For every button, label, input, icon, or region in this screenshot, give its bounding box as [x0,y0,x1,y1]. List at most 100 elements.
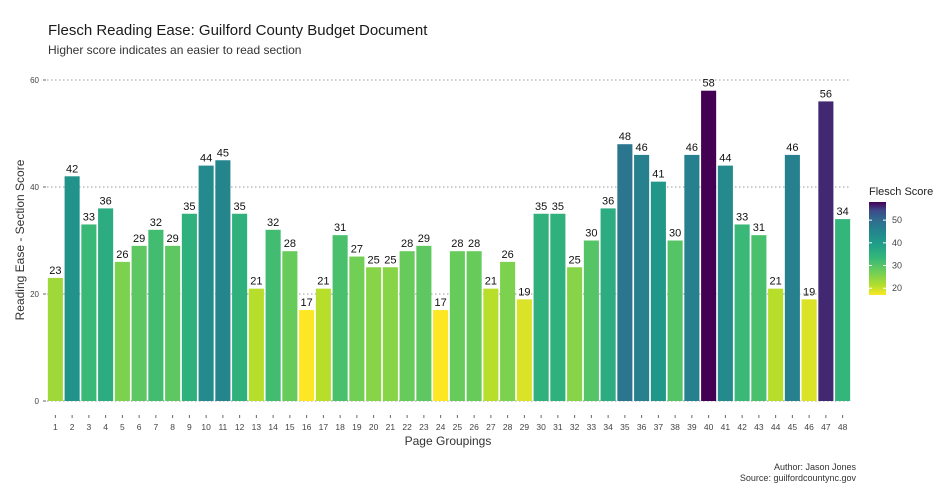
legend-ticks: 50 40 30 20 [869,215,902,293]
data-label: 17 [301,297,313,309]
data-label: 21 [317,276,329,288]
x-tick-label: 23 [419,422,429,432]
data-label: 27 [351,244,363,256]
data-label: 36 [602,195,614,207]
data-label: 25 [384,254,396,266]
data-label: 32 [150,217,162,229]
x-tick-label: 41 [721,422,731,432]
bar [768,288,784,401]
bar [835,219,851,401]
bar [684,154,700,401]
data-label: 31 [334,222,346,234]
data-label: 33 [83,211,95,223]
legend-colorbar [869,202,886,295]
bar [667,240,683,401]
bar [382,267,398,401]
x-tick-label: 3 [87,422,92,432]
x-tick-label: 12 [235,422,245,432]
x-tick-label: 5 [120,422,125,432]
bar [148,229,164,401]
legend-tick-label: 20 [892,283,902,293]
bar [650,181,666,401]
bar [332,235,348,401]
x-tick-label: 36 [637,422,647,432]
bar [583,240,599,401]
bar [248,288,264,401]
data-label: 42 [66,163,78,175]
data-label: 35 [183,201,195,213]
x-tick-label: 43 [754,422,764,432]
data-label: 21 [485,276,497,288]
x-tick-label: 6 [137,422,142,432]
x-tick-label: 38 [670,422,680,432]
bar [349,256,365,401]
data-label: 28 [468,238,480,250]
bar [516,299,532,401]
bar [600,208,616,401]
legend-title: Flesch Score [869,186,933,198]
bar [784,154,800,401]
x-tick-label: 29 [520,422,530,432]
x-tick-label: 37 [654,422,664,432]
data-label: 21 [250,276,262,288]
data-label: 30 [669,228,681,240]
x-tick-label: 22 [402,422,412,432]
x-tick-label: 13 [252,422,262,432]
data-label: 21 [770,276,782,288]
x-tick-label: 15 [285,422,295,432]
data-label: 33 [736,211,748,223]
data-label: 46 [636,142,648,154]
data-label: 35 [535,201,547,213]
bar [98,208,114,401]
bar [617,144,633,401]
data-label: 30 [585,228,597,240]
data-label: 28 [284,238,296,250]
x-tick-label: 8 [170,422,175,432]
data-label: 58 [703,78,715,90]
bar [801,299,817,401]
x-tick-label: 40 [704,422,714,432]
x-tick-label: 9 [187,422,192,432]
x-axis-title: Page Groupings [405,434,492,448]
bar [181,213,197,401]
bar [701,90,717,401]
data-label: 17 [435,297,447,309]
legend-tick-label: 30 [892,261,902,271]
data-label: 25 [569,254,581,266]
bar [433,310,449,401]
bar [215,160,231,401]
data-label: 29 [418,233,430,245]
bar [818,101,834,402]
bar [751,235,767,401]
x-tick-label: 34 [603,422,613,432]
chart-title: Flesch Reading Ease: Guilford County Bud… [48,22,428,39]
bar [315,288,331,401]
data-label: 41 [652,169,664,181]
x-tick-label: 25 [453,422,463,432]
data-labels: 23 42 33 36 26 29 32 29 35 44 45 35 21 32 28 17 21 31 27 25… [49,78,849,309]
bar [567,267,583,401]
data-label: 48 [619,131,631,143]
x-tick-label: 48 [838,422,848,432]
bar [198,165,214,401]
data-label: 35 [234,201,246,213]
x-tick-label: 44 [771,422,781,432]
x-tick-label: 1 [53,422,58,432]
data-label: 46 [686,142,698,154]
bar [500,261,516,401]
data-label: 35 [552,201,564,213]
chart-subtitle: Higher score indicates an easier to read… [48,43,302,57]
x-tick-label: 47 [821,422,831,432]
bar [550,213,566,401]
x-tick-label: 2 [70,422,75,432]
bar [131,245,147,401]
x-tick-label: 30 [536,422,546,432]
data-label: 29 [167,233,179,245]
x-tick-label: 20 [369,422,379,432]
y-tick-label: 60 [30,76,39,85]
legend-tick-label: 40 [892,238,902,248]
bar [416,245,432,401]
data-label: 32 [267,217,279,229]
x-tick-label: 26 [469,422,479,432]
